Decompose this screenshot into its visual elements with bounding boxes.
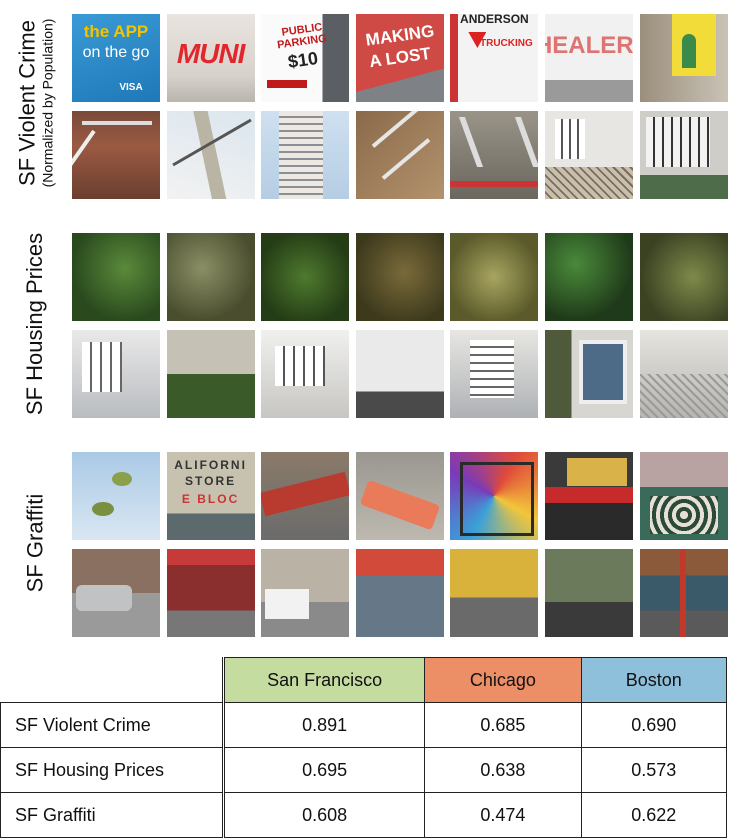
sign-text: E BLOC — [181, 492, 240, 506]
thumbnail-tree — [166, 233, 255, 321]
row-label: SF Violent Crime — [0, 702, 225, 748]
thumbnail-tree — [544, 233, 633, 321]
cell-value: 0.695 — [222, 747, 426, 793]
thumbnail-parked-cars — [355, 549, 444, 637]
table-header-row: San Francisco Chicago Boston — [0, 657, 728, 703]
thumbnail-storefront: ALIFORNI STORE E BLOC — [166, 452, 255, 540]
cell-value: 0.685 — [424, 702, 582, 748]
header-boston: Boston — [580, 657, 728, 703]
row-label-violent-crime: SF Violent Crime (Normalized by Populati… — [0, 0, 70, 205]
sign-text: VISA — [119, 82, 143, 93]
thumbnail-trucking-sign: ANDERSON TRUCKING — [450, 14, 539, 102]
thumbnail-mural-wall — [639, 452, 728, 540]
sign-text: MUNI — [176, 38, 246, 69]
thumbnail-house-trees — [166, 330, 255, 418]
thumbnail-tree — [72, 233, 160, 321]
table-row: SF Graffiti 0.608 0.474 0.622 — [0, 792, 728, 838]
cell-value: 0.891 — [222, 702, 426, 748]
thumbnail-mural — [450, 452, 539, 540]
thumbnail-fire-escape — [72, 111, 160, 199]
sign-text: ANDERSON — [460, 14, 529, 26]
row-title: SF Violent Crime — [14, 19, 40, 186]
thumbnail-healer-sign: HEALER — [544, 14, 633, 102]
row-label-graffiti: SF Graffiti — [0, 448, 70, 638]
thumbnail-tree — [639, 233, 728, 321]
thumbnail-fence-house — [639, 330, 728, 418]
thumbnail-bus — [544, 452, 633, 540]
thumbnail-parking-sign: PUBLIC PARKING $10 — [261, 14, 350, 102]
cell-value: 0.573 — [580, 747, 728, 793]
thumbnail-app-sign: the APP on the go VISA — [72, 14, 160, 102]
thumbnail-muni-sign: MUNI — [166, 14, 255, 102]
thumbnail-white-house — [72, 330, 160, 418]
cell-value: 0.690 — [580, 702, 728, 748]
row-subtitle: (Normalized by Population) — [39, 18, 56, 187]
header-chicago: Chicago — [424, 657, 582, 703]
thumbnail-white-house — [261, 330, 350, 418]
thumbnail-building-banner — [639, 14, 728, 102]
row-label: SF Graffiti — [0, 792, 225, 838]
thumbnail-white-house — [450, 330, 539, 418]
thumbnail-white-house — [355, 330, 444, 418]
image-grid-violent-crime: the APP on the go VISA MUNI PUBLIC PARKI… — [72, 14, 728, 199]
sign-text: the APP — [83, 22, 149, 41]
thumbnail-tree — [450, 233, 539, 321]
thumbnail-pole-wires — [166, 111, 255, 199]
thumbnail-street-trees — [544, 549, 633, 637]
header-san-francisco: San Francisco — [222, 657, 426, 703]
table-corner — [0, 657, 224, 703]
thumbnail-bay-window — [544, 330, 633, 418]
table-row: SF Housing Prices 0.695 0.638 0.573 — [0, 747, 728, 793]
cell-value: 0.638 — [424, 747, 582, 793]
table-row: SF Violent Crime 0.891 0.685 0.690 — [0, 702, 728, 748]
row-title: SF Graffiti — [22, 493, 47, 593]
cell-value: 0.474 — [424, 792, 582, 838]
thumbnail-red-sign: MAKING A LOST — [355, 14, 444, 102]
cell-value: 0.608 — [222, 792, 426, 838]
sign-text: STORE — [185, 474, 237, 488]
sign-text: ALIFORNI — [174, 458, 247, 472]
image-grid-housing-prices — [72, 233, 728, 418]
thumbnail-tower — [261, 111, 350, 199]
row-title: SF Housing Prices — [22, 232, 47, 416]
thumbnail-corner-store — [166, 549, 255, 637]
results-table: San Francisco Chicago Boston SF Violent … — [0, 657, 728, 838]
thumbnail-barrier — [355, 452, 444, 540]
thumbnail-truck — [450, 549, 539, 637]
row-label-housing-prices: SF Housing Prices — [0, 228, 70, 420]
thumbnail-market — [639, 549, 728, 637]
sign-text: HEALER — [545, 32, 633, 59]
row-label: SF Housing Prices — [0, 747, 225, 793]
thumbnail-metal-v — [450, 111, 539, 199]
sign-text: TRUCKING — [479, 38, 533, 49]
sign-text: on the go — [82, 44, 150, 61]
thumbnail-sky-leaves — [72, 452, 160, 540]
thumbnail-tree — [355, 233, 444, 321]
thumbnail-street-car — [72, 549, 160, 637]
thumbnail-cable-car — [261, 452, 350, 540]
thumbnail-street-van — [261, 549, 350, 637]
image-grid-graffiti: ALIFORNI STORE E BLOC — [72, 452, 728, 637]
cell-value: 0.622 — [580, 792, 728, 838]
thumbnail-window-grille — [639, 111, 728, 199]
thumbnail-white-window — [544, 111, 633, 199]
thumbnail-brick-escape — [355, 111, 444, 199]
thumbnail-tree — [261, 233, 350, 321]
